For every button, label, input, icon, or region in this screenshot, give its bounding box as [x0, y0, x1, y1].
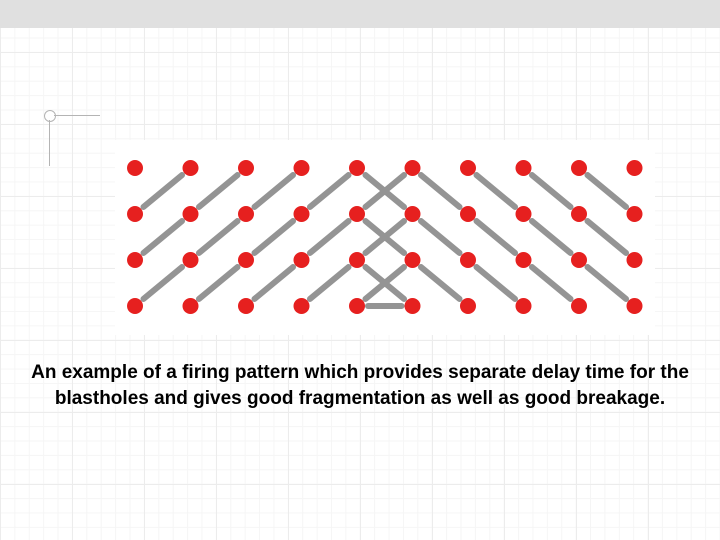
corner-accent-dot	[44, 110, 56, 122]
blasthole-dot	[516, 298, 532, 314]
blasthole-dot	[294, 160, 310, 176]
connection-line	[532, 221, 571, 253]
blasthole-dot	[349, 298, 365, 314]
blasthole-dot	[127, 160, 143, 176]
connection-line	[421, 221, 460, 253]
connection-line	[532, 267, 571, 299]
blasthole-dot	[627, 252, 643, 268]
connection-line	[587, 175, 626, 207]
diagram-svg	[115, 140, 655, 335]
connection-line	[587, 267, 626, 299]
connection-line	[199, 175, 238, 207]
blasthole-dot	[460, 252, 476, 268]
blasthole-dot	[405, 206, 421, 222]
blasthole-dot	[405, 252, 421, 268]
blasthole-dot	[294, 252, 310, 268]
blasthole-dot	[183, 252, 199, 268]
blasthole-dot	[183, 160, 199, 176]
blasthole-dot	[183, 298, 199, 314]
corner-accent-hline	[54, 115, 100, 116]
connection-line	[310, 175, 349, 207]
firing-pattern-diagram	[115, 140, 655, 335]
blasthole-dot	[349, 160, 365, 176]
connection-line	[310, 267, 349, 299]
blasthole-dot	[460, 206, 476, 222]
blasthole-dot	[238, 160, 254, 176]
blasthole-dot	[571, 206, 587, 222]
blasthole-dot	[405, 160, 421, 176]
blasthole-dot	[571, 298, 587, 314]
corner-accent-vline	[49, 120, 50, 166]
blasthole-dot	[627, 160, 643, 176]
blasthole-dot	[571, 160, 587, 176]
blasthole-dot	[349, 252, 365, 268]
connection-line	[476, 221, 515, 253]
blasthole-dot	[516, 160, 532, 176]
connection-line	[143, 221, 182, 253]
blasthole-dot	[460, 298, 476, 314]
diagram-caption: An example of a firing pattern which pro…	[0, 360, 720, 411]
connection-line	[199, 221, 238, 253]
blasthole-dot	[460, 160, 476, 176]
blasthole-dot	[349, 206, 365, 222]
connection-line	[254, 175, 293, 207]
connection-line	[421, 175, 460, 207]
slide-top-bar	[0, 0, 720, 28]
blasthole-dot	[627, 206, 643, 222]
blasthole-dot	[238, 252, 254, 268]
connection-line	[254, 267, 293, 299]
connection-line	[476, 267, 515, 299]
connection-line	[421, 267, 460, 299]
blasthole-dot	[627, 298, 643, 314]
connection-line	[254, 221, 293, 253]
blasthole-dot	[127, 252, 143, 268]
connection-line	[199, 267, 238, 299]
blasthole-dot	[127, 206, 143, 222]
blasthole-dot	[127, 298, 143, 314]
connection-line	[587, 221, 626, 253]
connection-line	[310, 221, 349, 253]
blasthole-dot	[183, 206, 199, 222]
connection-line	[476, 175, 515, 207]
blasthole-dot	[516, 206, 532, 222]
blasthole-dot	[516, 252, 532, 268]
blasthole-dot	[294, 206, 310, 222]
blasthole-dot	[294, 298, 310, 314]
connection-line	[143, 267, 182, 299]
blasthole-dot	[571, 252, 587, 268]
blasthole-dot	[238, 206, 254, 222]
blasthole-dot	[405, 298, 421, 314]
connection-line	[532, 175, 571, 207]
blasthole-dot	[238, 298, 254, 314]
connection-line	[143, 175, 182, 207]
